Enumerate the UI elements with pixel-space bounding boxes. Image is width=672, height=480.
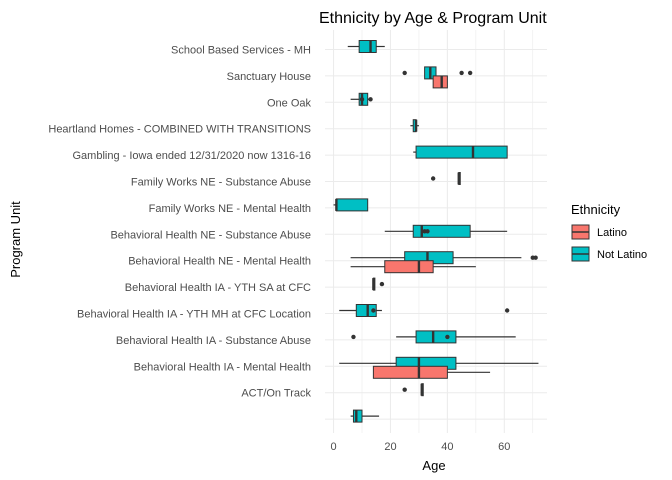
category-label: Behavioral Health IA - Substance Abuse [116,335,311,347]
outlier-point [379,281,385,287]
category-label: Sanctuary House [227,71,311,83]
outlier-point [402,70,407,76]
legend-title: Ethnicity [571,202,621,217]
category-labels: School Based Services - MH Sanctuary Hous… [48,45,311,400]
box-not-latino [402,383,424,397]
box-not-latino [413,145,508,159]
category-label: Heartland Homes - COMBINED WITH TRANSITI… [48,124,311,136]
outlier-point [402,387,407,392]
category-label: School Based Services - MH [171,45,311,57]
x-tick-labels: 0 20 40 60 [330,441,510,453]
box-not-latino [402,66,473,80]
box-latino [372,365,491,379]
category-label: Behavioral Health NE - Substance Abuse [110,229,311,241]
outlier-point [504,308,510,313]
category-label: Family Works NE - Substance Abuse [131,177,311,189]
box-iqr [415,145,508,159]
outlier-point [533,255,538,260]
box-latino [350,260,476,274]
x-tick-label: 20 [384,441,396,453]
outlier-point [467,70,473,76]
outlier-point [371,308,376,313]
box-iqr [412,224,471,238]
box-not-latino [350,92,373,106]
box-not-latino [410,119,419,133]
category-label: Gambling - Iowa ended 12/31/2020 now 131… [72,150,311,162]
box-latino [432,75,448,89]
category-label: Behavioral Health NE - Mental Health [128,256,311,268]
outlier-point [425,229,430,234]
box-not-latino [347,40,385,53]
x-tick-label: 0 [330,441,336,453]
outlier-point [459,70,464,76]
x-tick-label: 60 [498,441,510,453]
category-label: Behavioral Health IA - YTH MH at CFC Loc… [77,309,311,321]
category-label: Behavioral Health IA - Mental Health [134,361,311,373]
legend: Ethnicity Latino Not Latino [571,202,647,262]
box-not-latino [372,277,385,291]
box-iqr [358,40,377,53]
x-axis-title: Age [422,458,445,473]
box-not-latino [333,198,369,212]
legend-entry: Not Latino [571,246,647,262]
outlier-point [368,97,373,102]
box-not-latino [350,251,538,265]
box-not-latino [351,330,516,344]
outlier-point [351,334,356,340]
category-label: Behavioral Health IA - YTH SA at CFC [125,282,311,294]
chart-title: Ethnicity by Age & Program Unit [319,10,547,27]
category-label: Family Works NE - Mental Health [149,203,311,215]
legend-entry: Latino [571,224,627,240]
box-not-latino [339,304,510,317]
box-iqr [415,330,457,344]
legend-label: Latino [597,227,627,239]
outlier-point [430,176,436,181]
box-iqr [355,304,377,317]
legend-label: Not Latino [597,249,647,261]
box-iqr [372,365,448,379]
box-iqr [432,75,448,89]
box-not-latino [384,224,508,238]
boxplot-marks [333,40,539,423]
y-axis-title: Program Unit [8,201,23,278]
box-iqr [352,409,363,423]
x-tick-label: 40 [441,441,453,453]
category-label: One Oak [267,97,312,109]
box-iqr [384,260,434,274]
box-iqr [335,198,369,212]
box-not-latino [350,409,380,423]
outlier-point [445,334,450,340]
outlier-point [359,97,365,102]
box-not-latino [430,172,461,185]
category-label: ACT/On Track [241,388,311,400]
